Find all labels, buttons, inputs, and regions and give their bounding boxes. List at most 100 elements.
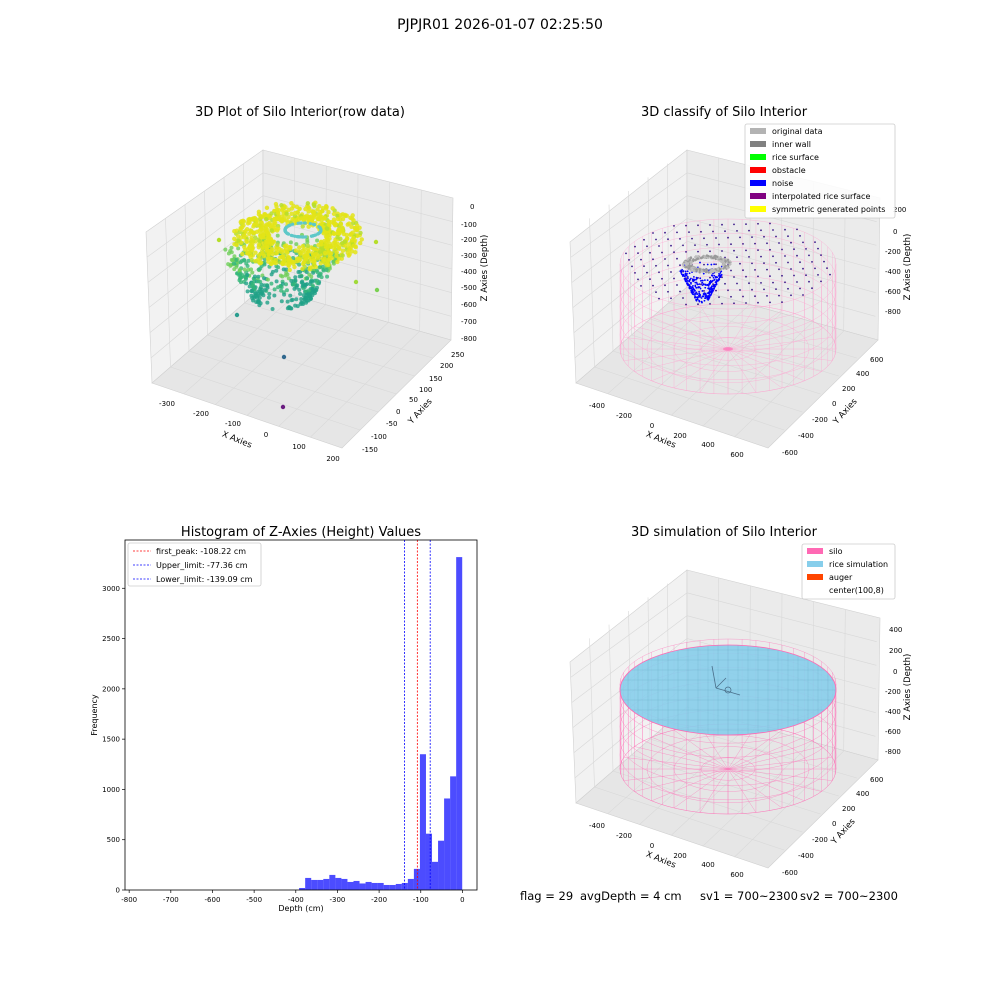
interpolated-point (823, 260, 825, 263)
legend-swatch (750, 180, 766, 186)
data-point (238, 260, 243, 265)
silo-floor-spoke (727, 757, 833, 770)
data-point (303, 235, 308, 239)
interpolated-point (778, 268, 780, 271)
data-point (262, 260, 267, 265)
data-point (282, 292, 287, 297)
data-point (287, 305, 292, 310)
noise-point (696, 296, 699, 299)
z-tick-label: 0 (893, 228, 897, 236)
interpolated-point (778, 294, 780, 297)
data-point (334, 253, 339, 259)
data-point (249, 267, 254, 272)
data-point (308, 296, 313, 301)
data-point (259, 291, 264, 296)
interpolated-point (772, 281, 774, 284)
inner-wall-point (716, 267, 719, 270)
interpolated-point (694, 244, 696, 247)
flag-text: flag = 29 (520, 889, 574, 903)
data-point (262, 276, 267, 281)
interpolated-point (703, 290, 705, 292)
noise-point (714, 281, 717, 284)
noise-point (713, 283, 716, 286)
x-tick-label: -200 (371, 896, 387, 904)
interpolated-point (784, 281, 786, 284)
raw-x-axis-label: X Axies (220, 430, 253, 451)
avg-depth-text: avgDepth = 4 cm (580, 889, 682, 903)
data-point (319, 227, 323, 231)
interpolated-point (763, 288, 765, 291)
interpolated-point (745, 302, 747, 304)
noise-point (688, 272, 691, 275)
noise-point (694, 296, 697, 299)
histogram-title: Histogram of Z-Axies (Height) Values (181, 525, 421, 540)
interpolated-point (820, 254, 822, 256)
histogram-bar (413, 868, 420, 890)
data-point (250, 281, 255, 286)
data-point (237, 268, 242, 273)
data-point (287, 258, 293, 263)
noise-point (695, 281, 698, 284)
data-point (276, 285, 281, 290)
data-point (283, 273, 288, 278)
data-point (335, 235, 340, 240)
data-point (269, 272, 274, 277)
data-point (330, 206, 335, 211)
data-point (340, 216, 346, 222)
noise-point (705, 294, 708, 296)
data-point (241, 235, 247, 240)
data-point (232, 229, 237, 234)
data-point (323, 240, 329, 245)
x-tick-label: -100 (225, 420, 241, 428)
interpolated-point (757, 222, 759, 225)
noise-point (686, 275, 689, 278)
data-point (297, 206, 302, 212)
data-point (265, 285, 270, 290)
interpolated-point (829, 273, 831, 276)
noise-point (696, 283, 699, 286)
noise-point (719, 272, 722, 274)
silo-floor-spoke (727, 736, 805, 770)
interpolated-point (763, 262, 765, 264)
interpolated-point (637, 278, 639, 281)
data-point (288, 245, 293, 250)
noise-point (703, 299, 706, 302)
interpolated-point (760, 229, 762, 232)
noise-point (713, 286, 716, 289)
data-point (331, 231, 337, 237)
interpolated-point (799, 287, 801, 290)
legend-entry-lower-limit: Lower_limit: -139.09 cm (133, 575, 253, 584)
data-point (234, 257, 239, 262)
data-point (320, 205, 326, 211)
data-point (318, 230, 322, 235)
z-tick-label: -400 (885, 268, 901, 276)
x-tick-label: 0 (650, 422, 654, 430)
y-tick-label: 50 (409, 396, 418, 404)
data-point (350, 230, 355, 235)
data-point (374, 287, 380, 293)
data-point (348, 215, 353, 220)
data-point (253, 235, 258, 240)
histogram-ref-lines (404, 540, 431, 890)
z-tick-label: -800 (461, 335, 477, 343)
data-point (274, 279, 279, 284)
simulation-rice-surface (619, 644, 837, 736)
interpolated-point (679, 264, 681, 267)
noise-point (708, 290, 711, 293)
data-point (300, 248, 305, 253)
data-point (306, 249, 311, 254)
y-tick-label: 150 (429, 375, 442, 383)
inner-wall-point (709, 270, 713, 273)
classify-y-ticks: -600 -400 -200 0 200 400 600 (782, 356, 883, 457)
interpolated-point (802, 267, 804, 270)
interpolated-point (748, 256, 750, 258)
data-point (308, 279, 313, 284)
silo-floor-spoke (727, 348, 833, 361)
y-tick-label: 3000 (102, 585, 120, 593)
data-point (281, 354, 287, 360)
data-point (247, 220, 252, 225)
interpolated-point (700, 283, 702, 286)
interpolated-point (751, 288, 753, 291)
data-point (274, 216, 279, 222)
x-tick-label: 200 (326, 455, 339, 463)
